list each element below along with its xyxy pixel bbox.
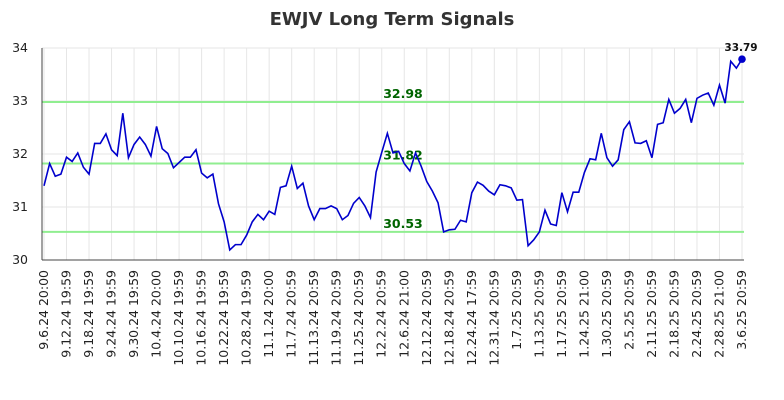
x-tick-label: 11.19.24 20:59 bbox=[329, 270, 344, 366]
chart-title: EWJV Long Term Signals bbox=[270, 9, 515, 30]
reference-label: 32.98 bbox=[383, 86, 423, 101]
axes bbox=[41, 48, 744, 261]
y-tick-labels: 30 31 32 33 34 bbox=[12, 40, 28, 267]
x-tick-label: 1.17.25 20:59 bbox=[554, 270, 569, 358]
x-tick-label: 9.30.24 19:59 bbox=[126, 270, 141, 358]
x-tick-label: 9.6.24 20:00 bbox=[36, 270, 51, 350]
x-tick-label: 1.13.25 20:59 bbox=[531, 270, 546, 358]
x-tick-label: 9.18.24 19:59 bbox=[81, 270, 96, 358]
x-tick-label: 12.12.24 20:59 bbox=[419, 270, 434, 366]
x-tick-label: 2.5.25 20:59 bbox=[621, 270, 636, 350]
x-tick-label: 11.25.24 20:59 bbox=[351, 270, 366, 366]
x-tick-label: 1.7.25 20:59 bbox=[509, 270, 524, 350]
x-tick-label: 2.18.25 20:59 bbox=[666, 270, 681, 358]
x-tick-label: 12.18.24 20:59 bbox=[441, 270, 456, 366]
y-tick-label: 34 bbox=[12, 40, 28, 55]
x-tick-label: 10.22.24 19:59 bbox=[216, 270, 231, 366]
x-tick-label: 1.30.25 20:59 bbox=[599, 270, 614, 358]
series-line bbox=[43, 58, 743, 252]
x-tick-label: 11.13.24 20:59 bbox=[306, 270, 321, 366]
x-tick-label: 10.16.24 19:59 bbox=[194, 270, 209, 366]
y-tick-label: 32 bbox=[12, 146, 28, 161]
last-point bbox=[738, 55, 746, 63]
x-tick-label: 12.31.24 20:59 bbox=[486, 270, 501, 366]
x-tick-label: 1.24.25 21:00 bbox=[576, 270, 591, 358]
x-tick-label: 2.11.25 20:59 bbox=[644, 270, 659, 358]
x-tick-label: 12.24.24 17:59 bbox=[464, 270, 479, 366]
reference-label: 30.53 bbox=[383, 216, 423, 231]
y-tick-label: 33 bbox=[12, 93, 28, 108]
x-tick-label: 11.7.24 20:59 bbox=[284, 270, 299, 358]
y-tick-label: 30 bbox=[12, 252, 28, 267]
x-tick-labels: 9.6.24 20:00 9.12.24 19:59 9.18.24 19:59 9.… bbox=[36, 270, 749, 366]
x-tick-label: 12.6.24 21:00 bbox=[396, 270, 411, 358]
x-tick-label: 2.24.25 20:59 bbox=[689, 270, 704, 358]
x-tick-label: 11.1.24 20:00 bbox=[261, 270, 276, 358]
x-tick-label: 10.10.24 19:59 bbox=[171, 270, 186, 366]
y-tick-label: 31 bbox=[12, 199, 28, 214]
x-tick-label: 3.6.25 20:59 bbox=[734, 270, 749, 350]
x-tick-label: 10.28.24 19:59 bbox=[239, 270, 254, 366]
x-tick-label: 9.24.24 19:59 bbox=[104, 270, 119, 358]
x-tick-label: 9.12.24 19:59 bbox=[59, 270, 74, 358]
x-tick-label: 10.4.24 20:00 bbox=[149, 270, 164, 358]
x-tick-label: 2.28.25 21:00 bbox=[711, 270, 726, 358]
x-tick-label: 12.2.24 20:59 bbox=[374, 270, 389, 358]
last-value-label: 33.79 bbox=[724, 42, 757, 54]
